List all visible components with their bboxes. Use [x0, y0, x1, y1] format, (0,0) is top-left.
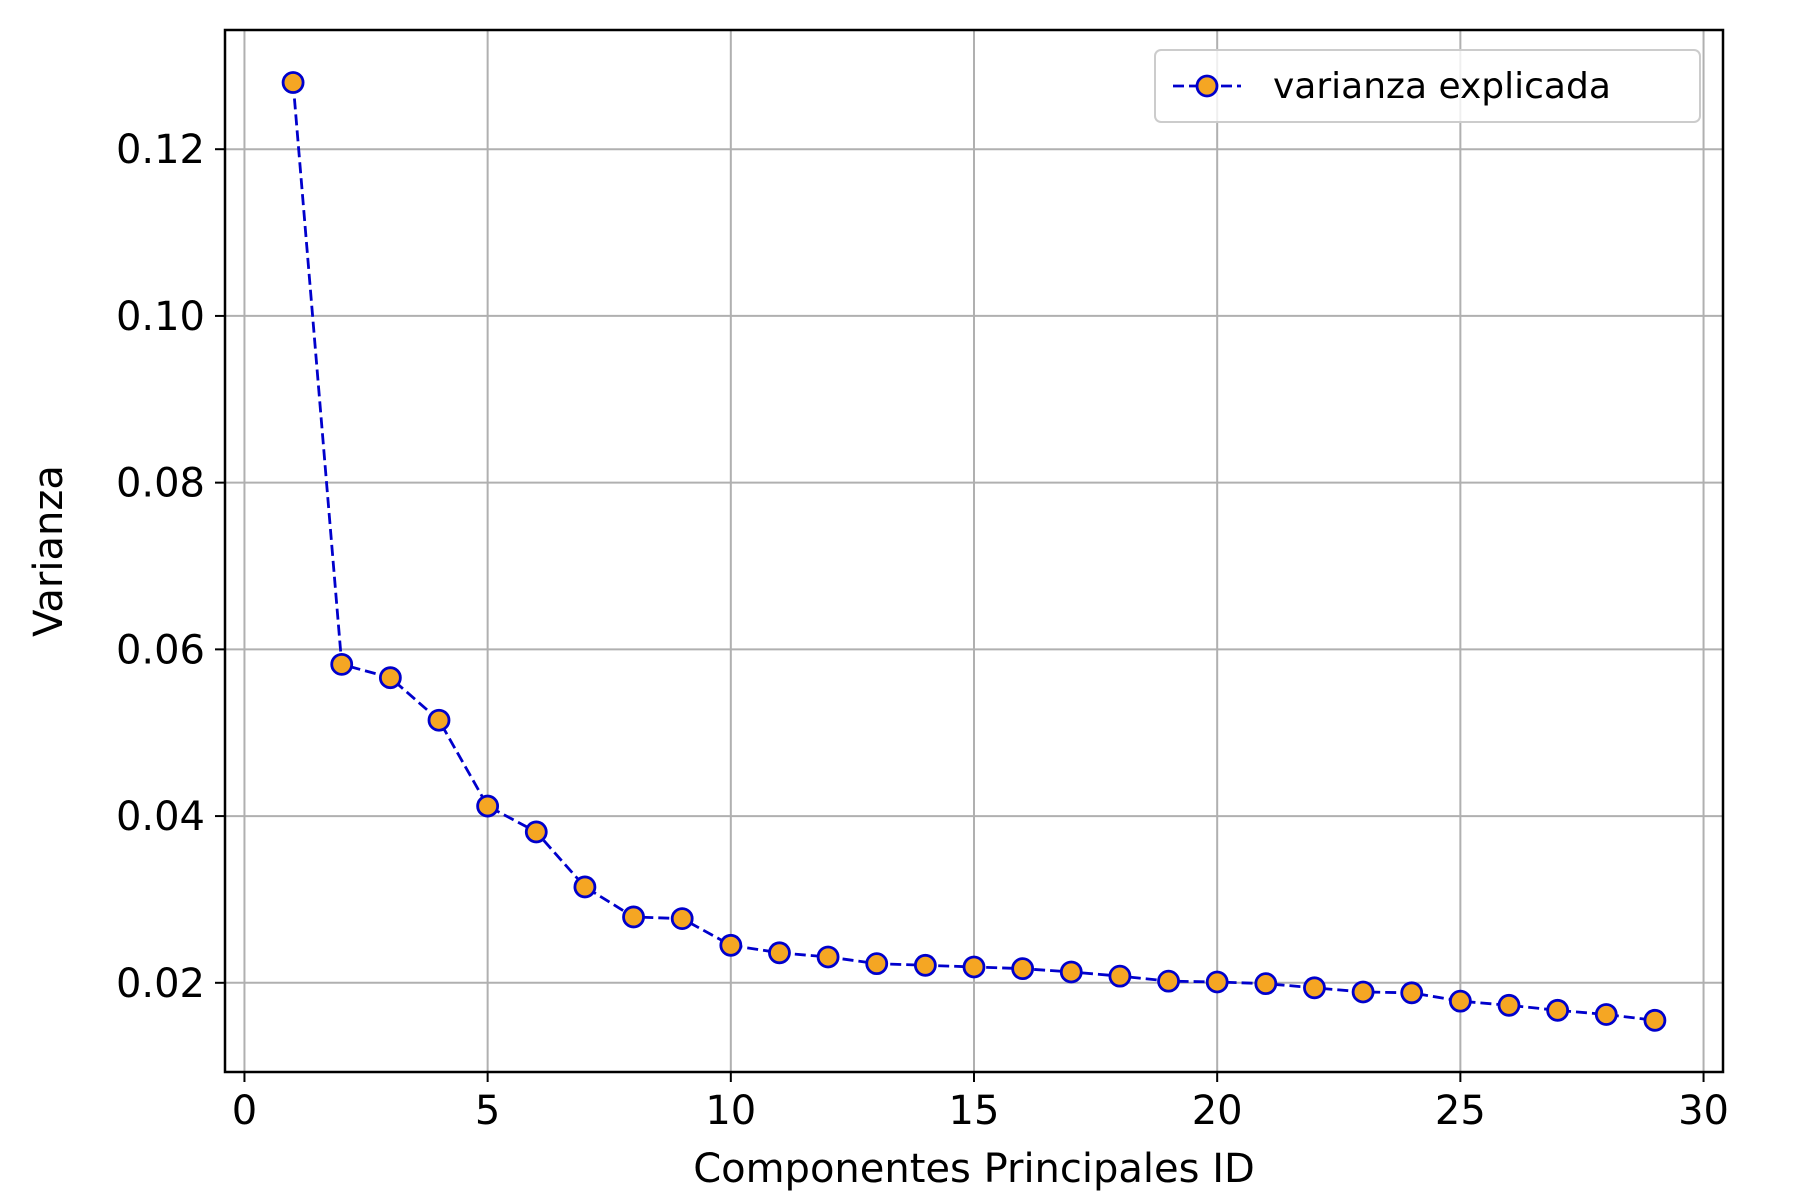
data-point — [962, 955, 986, 979]
data-point — [1497, 993, 1521, 1017]
data-point — [1546, 998, 1570, 1022]
data-point — [1157, 969, 1180, 993]
data-point — [1011, 957, 1035, 981]
data-point — [1400, 981, 1424, 1005]
data-point — [1351, 980, 1375, 1004]
data-point — [865, 952, 889, 976]
x-tick-label: 20 — [1192, 1088, 1243, 1134]
y-tick-label: 0.04 — [116, 794, 205, 840]
data-point — [768, 941, 791, 965]
data-point — [1108, 964, 1132, 988]
data-point — [427, 708, 451, 732]
data-point — [1448, 989, 1472, 1013]
data-point — [1594, 1003, 1618, 1026]
data-point — [1643, 1008, 1667, 1032]
x-tick-label: 10 — [705, 1088, 756, 1134]
legend: varianza explicada — [1154, 49, 1701, 123]
x-tick-label: 30 — [1678, 1088, 1729, 1134]
legend-label: varianza explicada — [1273, 66, 1611, 107]
x-tick-label: 5 — [475, 1088, 500, 1134]
data-point — [1303, 976, 1326, 1000]
y-axis-label: Varianza — [26, 465, 72, 637]
x-tick-label: 15 — [949, 1088, 1000, 1134]
data-point — [1254, 972, 1278, 996]
data-point — [281, 71, 305, 94]
x-tick-label: 25 — [1435, 1088, 1486, 1134]
data-point — [913, 953, 937, 977]
data-point — [1205, 970, 1229, 994]
ticks: 0 5 10 15 20 25 30 0.02 0.04 0.06 0.08 0.10 0.12 — [116, 127, 1729, 1134]
data-point — [524, 820, 548, 844]
y-tick-label: 0.12 — [116, 127, 205, 173]
y-tick-label: 0.02 — [116, 961, 205, 1007]
data-point — [719, 933, 743, 957]
data-point — [378, 666, 402, 690]
y-tick-label: 0.10 — [116, 294, 205, 340]
x-tick-label: 0 — [232, 1088, 257, 1134]
legend-marker-swatch — [1195, 74, 1219, 98]
grid — [225, 30, 1723, 1072]
y-tick-label: 0.06 — [116, 627, 205, 673]
x-axis-label: Componentes Principales ID — [693, 1146, 1255, 1192]
data-point — [670, 907, 694, 931]
legend-box — [1154, 49, 1701, 123]
data-point — [1059, 960, 1083, 984]
data-point — [622, 905, 645, 929]
data-point — [476, 794, 500, 818]
series-layer — [281, 71, 1667, 1032]
y-tick-label: 0.08 — [116, 461, 205, 507]
data-point — [573, 875, 597, 899]
data-point — [330, 652, 354, 676]
data-point — [816, 945, 840, 969]
